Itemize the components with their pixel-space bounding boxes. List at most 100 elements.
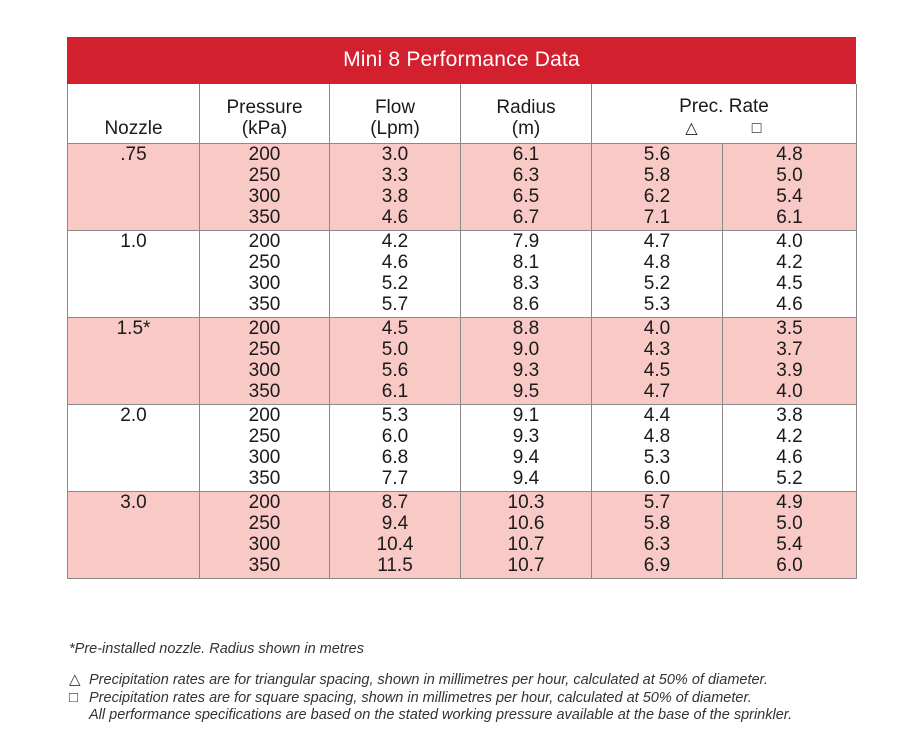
triangle-icon: △ (685, 120, 698, 137)
nozzle-cell: 2.0 (67, 404, 200, 492)
table-row: .75 200 250 300 350 3.0 3.3 3.8 4.6 6.1 6.3 6.5 6.7 5… (67, 143, 857, 231)
footnote-preinstalled: *Pre-installed nozzle. Radius shown in m… (69, 641, 364, 657)
radius-value: 8.3 (512, 273, 540, 294)
flow-value: 5.7 (381, 294, 409, 315)
square-icon: □ (751, 120, 762, 137)
pressure-value: 300 (248, 186, 281, 207)
radius-cell: 7.9 8.1 8.3 8.6 (460, 230, 592, 318)
prec-sq-value: 5.2 (776, 468, 803, 489)
prec-tri-value: 5.7 (643, 492, 671, 513)
radius-cell: 6.1 6.3 6.5 6.7 (460, 143, 592, 231)
radius-value: 7.9 (512, 231, 540, 252)
prec-sq-cell: 3.5 3.7 3.9 4.0 (722, 317, 857, 405)
prec-tri-value: 5.2 (643, 273, 671, 294)
flow-value: 4.5 (381, 318, 409, 339)
prec-tri-cell: 4.7 4.8 5.2 5.3 (591, 230, 723, 318)
radius-value: 10.7 (507, 555, 545, 576)
radius-value: 9.3 (512, 426, 540, 447)
triangle-icon: △ (69, 671, 81, 688)
prec-sq-value: 3.8 (776, 405, 803, 426)
radius-value: 9.3 (512, 360, 540, 381)
flow-cell: 4.2 4.6 5.2 5.7 (329, 230, 461, 318)
square-icon: □ (69, 689, 79, 706)
performance-table: Nozzle Pressure (kPa) Flow (Lpm) Radius … (67, 84, 857, 579)
pressure-value: 250 (248, 426, 281, 447)
prec-tri-value: 4.7 (643, 381, 671, 402)
pressure-cell: 200 250 300 350 (199, 143, 330, 231)
flow-value: 4.6 (381, 252, 409, 273)
prec-sq-value: 5.0 (776, 165, 803, 186)
pressure-value: 300 (248, 447, 281, 468)
prec-sq-value: 4.6 (776, 447, 803, 468)
header-radius: Radius (m) (460, 84, 592, 144)
prec-sq-value: 5.4 (776, 534, 803, 555)
flow-value: 6.0 (381, 426, 409, 447)
prec-tri-value: 4.8 (643, 252, 671, 273)
prec-sq-value: 3.7 (776, 339, 803, 360)
radius-value: 6.7 (512, 207, 540, 228)
prec-tri-value: 4.5 (643, 360, 671, 381)
flow-value: 8.7 (381, 492, 409, 513)
prec-tri-cell: 5.7 5.8 6.3 6.9 (591, 491, 723, 579)
nozzle-cell: .75 (67, 143, 200, 231)
header-row: Nozzle Pressure (kPa) Flow (Lpm) Radius … (67, 84, 857, 144)
pressure-value: 200 (248, 405, 281, 426)
radius-value: 9.0 (512, 339, 540, 360)
flow-value: 3.0 (381, 144, 409, 165)
radius-value: 9.4 (512, 447, 540, 468)
flow-value: 11.5 (377, 555, 413, 576)
prec-tri-value: 4.7 (643, 231, 671, 252)
prec-tri-value: 5.3 (643, 294, 671, 315)
flow-value: 5.6 (381, 360, 409, 381)
pressure-value: 300 (248, 360, 281, 381)
flow-value: 3.3 (381, 165, 409, 186)
pressure-value: 350 (248, 381, 281, 402)
prec-sq-value: 5.4 (776, 186, 803, 207)
pressure-value: 200 (248, 318, 281, 339)
prec-tri-value: 6.3 (643, 534, 671, 555)
radius-cell: 10.3 10.6 10.7 10.7 (460, 491, 592, 579)
flow-value: 4.2 (381, 231, 409, 252)
table-row: 2.0 200 250 300 350 5.3 6.0 6.8 7.7 9.1 9.3 9.4 9.4 4… (67, 404, 857, 492)
prec-sq-value: 6.1 (776, 207, 803, 228)
prec-tri-cell: 5.6 5.8 6.2 7.1 (591, 143, 723, 231)
table-row: 1.5* 200 250 300 350 4.5 5.0 5.6 6.1 8.8 9.0 9.3 9.5… (67, 317, 857, 405)
radius-value: 10.3 (507, 492, 545, 513)
footnote-square: □ Precipitation rates are for square spac… (69, 689, 752, 706)
prec-sq-value: 4.8 (776, 144, 803, 165)
prec-tri-value: 5.8 (643, 513, 671, 534)
prec-tri-cell: 4.4 4.8 5.3 6.0 (591, 404, 723, 492)
prec-sq-value: 3.5 (776, 318, 803, 339)
pressure-value: 350 (248, 555, 281, 576)
flow-value: 9.4 (381, 513, 409, 534)
flow-value: 5.0 (381, 339, 409, 360)
footnote-triangle: △ Precipitation rates are for triangular … (69, 671, 768, 688)
prec-tri-value: 5.6 (643, 144, 671, 165)
prec-tri-value: 4.8 (643, 426, 671, 447)
pressure-value: 300 (248, 273, 281, 294)
pressure-value: 350 (248, 294, 281, 315)
table-row: 1.0 200 250 300 350 4.2 4.6 5.2 5.7 7.9 8.1 8.3 8.6 4… (67, 230, 857, 318)
prec-tri-value: 7.1 (643, 207, 671, 228)
flow-value: 6.1 (381, 381, 409, 402)
prec-tri-value: 6.2 (643, 186, 671, 207)
pressure-cell: 200 250 300 350 (199, 317, 330, 405)
flow-cell: 4.5 5.0 5.6 6.1 (329, 317, 461, 405)
table-body: .75 200 250 300 350 3.0 3.3 3.8 4.6 6.1 6.3 6.5 6.7 5… (67, 143, 857, 579)
prec-tri-value: 5.3 (643, 447, 671, 468)
prec-sq-value: 4.2 (776, 252, 803, 273)
pressure-value: 250 (248, 252, 281, 273)
prec-sq-cell: 4.9 5.0 5.4 6.0 (722, 491, 857, 579)
performance-table-container: Mini 8 Performance Data Nozzle Pressure … (67, 37, 857, 579)
radius-value: 9.4 (512, 468, 540, 489)
footnotes: *Pre-installed nozzle. Radius shown in m… (69, 641, 869, 724)
pressure-value: 250 (248, 513, 281, 534)
prec-sq-value: 6.0 (776, 555, 803, 576)
prec-tri-cell: 4.0 4.3 4.5 4.7 (591, 317, 723, 405)
prec-tri-value: 4.4 (643, 405, 671, 426)
radius-value: 10.6 (507, 513, 545, 534)
pressure-value: 250 (248, 165, 281, 186)
prec-tri-value: 5.8 (643, 165, 671, 186)
radius-value: 9.1 (512, 405, 540, 426)
prec-sq-cell: 3.8 4.2 4.6 5.2 (722, 404, 857, 492)
